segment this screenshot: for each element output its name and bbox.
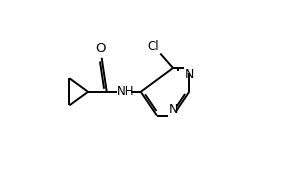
Text: N: N xyxy=(168,103,178,116)
Text: N: N xyxy=(184,68,194,81)
Text: NH: NH xyxy=(117,85,134,98)
Text: O: O xyxy=(95,42,106,55)
Text: Cl: Cl xyxy=(148,40,160,53)
